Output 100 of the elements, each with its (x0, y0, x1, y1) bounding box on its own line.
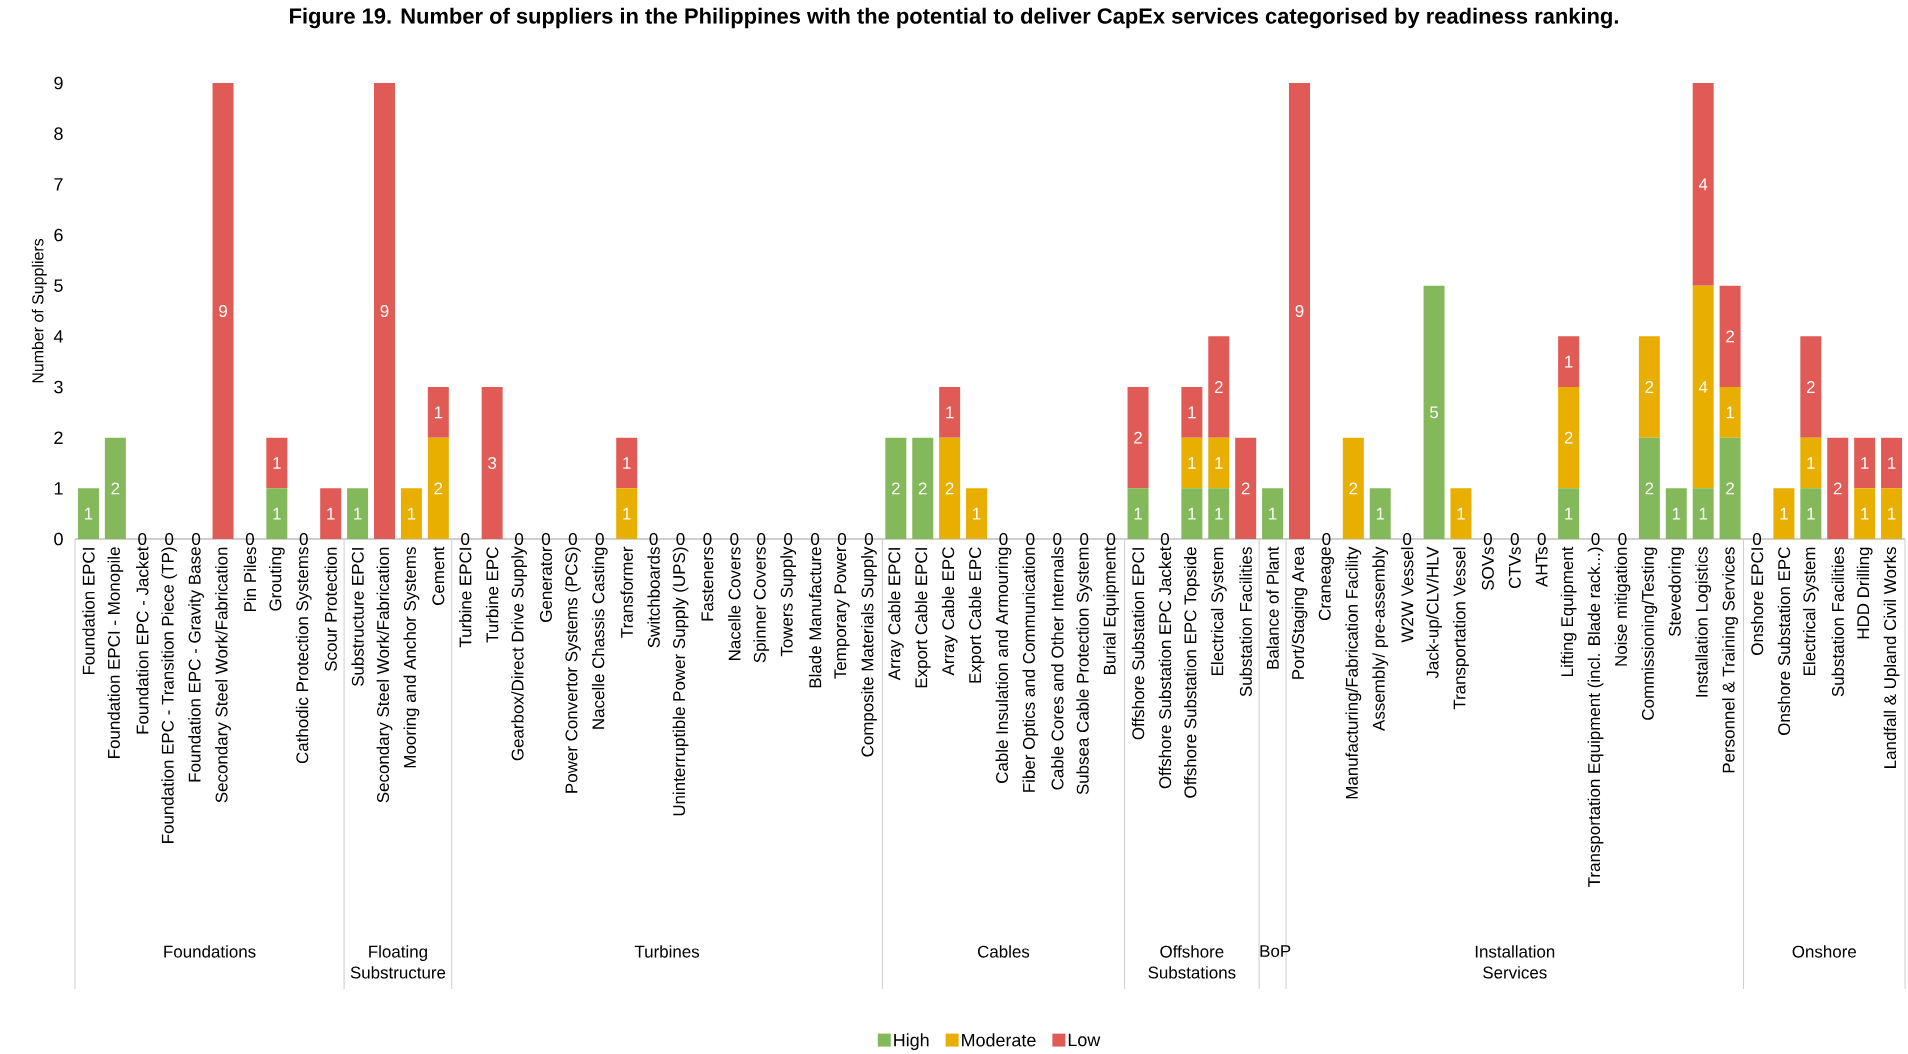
x-tick-label: Fasteners (701, 547, 714, 621)
bar (1289, 83, 1310, 539)
x-tick-label: Onshore Substation EPC (1777, 547, 1791, 735)
data-label: 0 (138, 532, 147, 545)
bar (1773, 488, 1795, 539)
data-label: 2 (1726, 482, 1734, 495)
data-label: 1 (327, 507, 335, 520)
y-tick-label: 4 (53, 330, 63, 343)
data-label: 4 (1698, 381, 1708, 393)
x-tick-label: Transportation Vessel (1453, 547, 1469, 710)
bar (1342, 437, 1364, 539)
text: Floating Substructure (350, 945, 446, 979)
bar (400, 488, 422, 539)
data-label: 1 (946, 406, 954, 419)
text: Cables (977, 945, 1030, 958)
x-tick-label: Temporary Power (834, 546, 850, 679)
x-tick-label: Balance of Plant (1266, 546, 1279, 669)
data-label: 2 (1241, 482, 1250, 495)
bar (1881, 488, 1903, 539)
bar (1719, 387, 1741, 438)
x-tick-label: Blade Manufacture (808, 547, 822, 688)
data-label: 0 (1160, 532, 1169, 545)
data-label: 4 (1698, 178, 1708, 191)
bar (1881, 437, 1903, 489)
x-tick-label: Array Cable EPCI (887, 548, 904, 681)
y-tick-label: 6 (54, 228, 63, 242)
bar (1181, 387, 1203, 438)
x-tick-label: Switchboards (647, 547, 660, 648)
data-label: 0 (165, 532, 174, 545)
data-label: 1 (1134, 507, 1142, 520)
legend-label: High (894, 1033, 929, 1051)
x-tick-label: HDD Drilling (1856, 547, 1873, 639)
bar (1369, 488, 1391, 539)
x-tick-label: Foundation EPCI - Monopile (107, 547, 124, 758)
data-label: 1 (1188, 457, 1196, 469)
bar (966, 488, 988, 539)
data-label: 0 (1403, 532, 1412, 545)
x-tick-label: Electrical System (1802, 547, 1819, 676)
data-label: 1 (1269, 507, 1277, 520)
data-label: 0 (1322, 532, 1331, 545)
bar (1827, 437, 1849, 539)
data-label: 3 (488, 456, 497, 469)
data-label: 1 (1215, 457, 1223, 469)
bar (1208, 488, 1230, 539)
y-tick-label: 9 (54, 76, 63, 90)
data-label: 2 (918, 482, 927, 495)
data-label: 1 (623, 507, 631, 520)
data-label: 2 (434, 482, 443, 495)
data-label: 0 (1510, 532, 1519, 545)
text: Turbines (634, 945, 700, 958)
bar (616, 437, 638, 489)
data-label: 0 (837, 532, 847, 545)
data-label: 2 (1806, 381, 1815, 393)
x-tick-label: Cable Cores and Other Internals (1051, 547, 1064, 790)
data-label: 1 (273, 457, 281, 469)
data-label: 1 (407, 507, 416, 520)
data-label: 0 (1752, 532, 1762, 545)
x-tick-label: Power Convertor Systems (PCS) (564, 547, 581, 793)
x-tick-label: Craneage (1318, 547, 1335, 621)
x-tick-label: Burial Equipment (1103, 546, 1120, 675)
bar (939, 387, 961, 438)
x-tick-label: Offshore Substation EPCI (1131, 548, 1145, 740)
x-tick-label: Port/Staging Area (1291, 546, 1308, 679)
bar (1800, 437, 1822, 489)
data-label: 0 (1591, 532, 1600, 545)
x-tick-label: Spinner Covers (753, 547, 770, 663)
x-tick-label: Noise mitigation (1614, 547, 1631, 666)
y-tick-label: 5 (54, 279, 63, 292)
x-tick-label: Electrical System (1210, 547, 1227, 676)
bar (1558, 488, 1580, 539)
data-label: 2 (1645, 482, 1654, 495)
text: BoP (1260, 945, 1291, 958)
x-tick-label: Offshore Substation EPC Jacket (1158, 546, 1172, 789)
bar (939, 437, 961, 539)
bar (1558, 387, 1580, 489)
x-tick-label: SOVs (1481, 547, 1494, 590)
data-label: 0 (703, 532, 712, 545)
data-label: 2 (1349, 482, 1358, 495)
data-label: 5 (1430, 406, 1439, 419)
data-label: 0 (649, 532, 658, 545)
data-label: 9 (380, 304, 389, 317)
data-label: 1 (1888, 457, 1896, 469)
data-label: 1 (85, 507, 93, 520)
data-label: 0 (676, 532, 685, 545)
bar (1558, 336, 1580, 387)
x-tick-label: Jack-up/CLV/HLV (1426, 546, 1442, 679)
x-tick-label: Grouting (268, 547, 285, 611)
bar (266, 437, 288, 489)
data-label: 0 (568, 532, 577, 545)
y-tick-label: 8 (54, 127, 63, 141)
data-label: 0 (1537, 532, 1546, 545)
bar (1638, 336, 1660, 438)
data-label: 2 (1214, 381, 1223, 393)
data-label: 0 (1026, 532, 1035, 545)
bar (481, 387, 503, 539)
bar (1665, 488, 1687, 539)
x-tick-label: Gearbox/Direct Drive Supply (511, 546, 527, 761)
x-tick-label: Lifting Equipment (1560, 546, 1577, 676)
data-label: 2 (1564, 431, 1573, 444)
x-tick-label: Nacelle Chassis Casting (591, 547, 608, 729)
